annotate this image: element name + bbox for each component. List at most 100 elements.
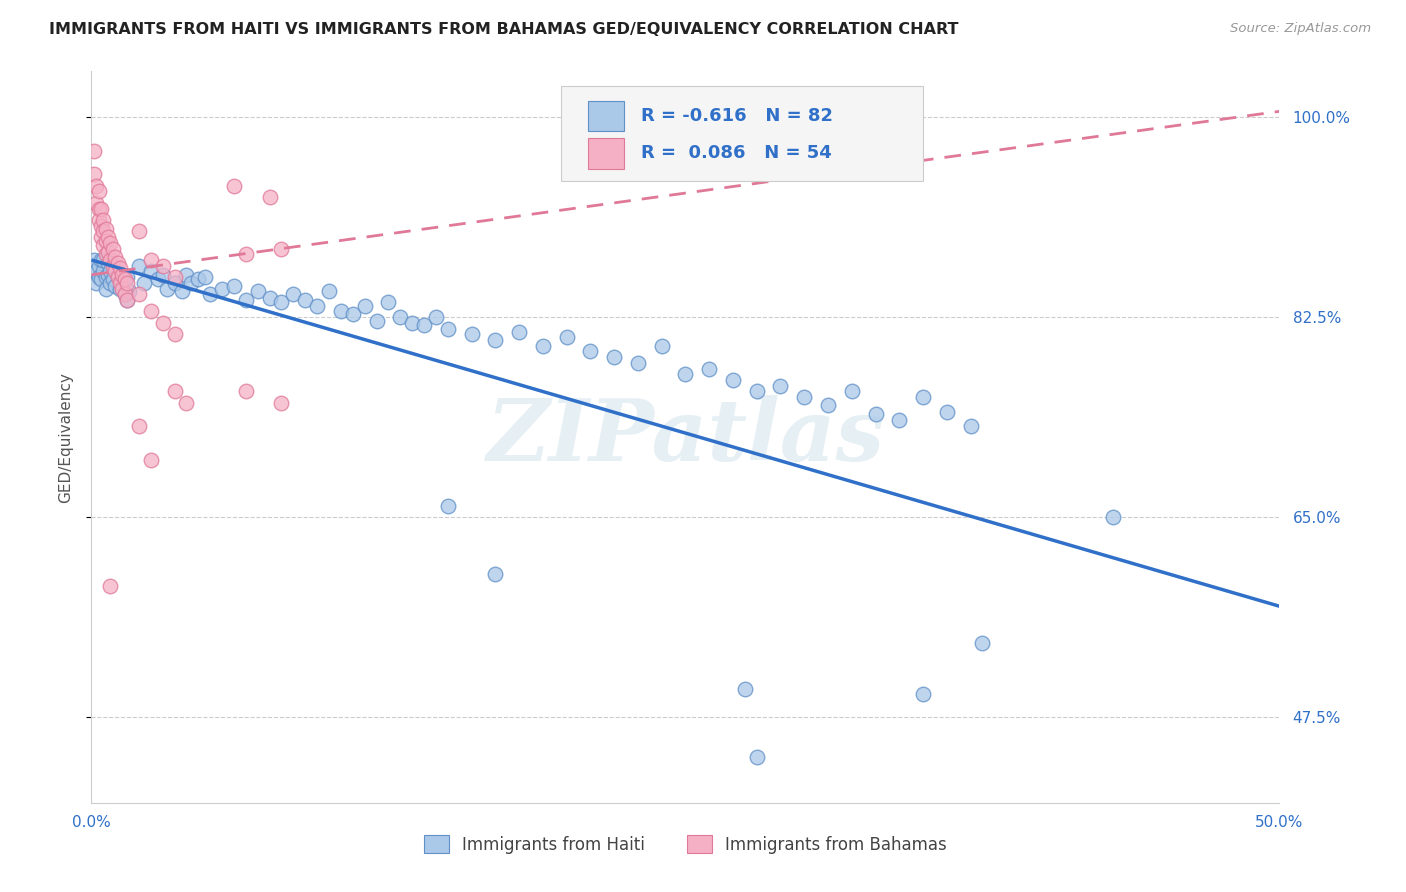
Point [769, 378, 792, 392]
Point [91, 224, 114, 238]
Point [627, 356, 650, 370]
Point [734, 681, 756, 696]
Point [270, 295, 292, 310]
Point [259, 291, 281, 305]
Point [94, 234, 117, 248]
Point [100, 579, 122, 593]
Point [673, 368, 696, 382]
Point [170, 284, 193, 298]
Point [235, 293, 257, 307]
Point [377, 295, 399, 310]
Point [108, 276, 131, 290]
Point [114, 272, 136, 286]
Point [107, 256, 129, 270]
Point [128, 287, 150, 301]
Point [259, 190, 281, 204]
Point [508, 325, 530, 339]
Bar [588, 101, 624, 131]
Text: ZIPatlas: ZIPatlas [486, 395, 884, 479]
Point [128, 418, 150, 433]
Point [139, 304, 162, 318]
Point [270, 396, 292, 410]
Point [425, 310, 447, 324]
Point [100, 252, 122, 267]
Point [436, 499, 458, 513]
Point [87, 259, 110, 273]
Point [270, 242, 292, 256]
Text: Source: ZipAtlas.com: Source: ZipAtlas.com [1230, 22, 1371, 36]
Point [329, 304, 352, 318]
Point [118, 284, 141, 298]
Point [139, 453, 162, 467]
Point [90, 272, 112, 286]
Point [101, 272, 124, 286]
Point [318, 284, 340, 298]
Point [94, 270, 117, 285]
Point [100, 264, 122, 278]
Point [353, 299, 375, 313]
Legend: Immigrants from Haiti, Immigrants from Bahamas: Immigrants from Haiti, Immigrants from B… [418, 829, 953, 860]
Point [413, 318, 436, 332]
Point [94, 222, 117, 236]
Point [283, 287, 305, 301]
Point [104, 259, 127, 273]
Point [91, 213, 114, 227]
Point [128, 224, 150, 238]
Point [555, 329, 578, 343]
Point [100, 276, 122, 290]
Point [745, 750, 768, 764]
Point [94, 247, 117, 261]
Point [132, 276, 155, 290]
Point [651, 338, 673, 352]
Point [128, 259, 150, 273]
Point [200, 287, 222, 301]
Point [176, 396, 198, 410]
Point [111, 281, 134, 295]
Point [222, 279, 245, 293]
Point [460, 327, 482, 342]
Point [91, 238, 114, 252]
Point [246, 284, 269, 298]
Point [935, 405, 957, 419]
Point [959, 418, 981, 433]
Point [97, 230, 120, 244]
Point [107, 270, 129, 285]
Point [83, 145, 105, 159]
Point [146, 272, 169, 286]
Point [139, 252, 162, 267]
Point [87, 185, 110, 199]
Point [163, 276, 186, 290]
Point [294, 293, 316, 307]
Point [115, 293, 138, 307]
Point [389, 310, 412, 324]
Point [101, 259, 124, 273]
Point [156, 281, 179, 295]
Point [187, 272, 209, 286]
Point [107, 268, 129, 282]
Point [911, 687, 934, 701]
Point [180, 276, 202, 290]
Point [90, 219, 112, 233]
Point [97, 268, 120, 282]
Point [90, 230, 112, 244]
Point [114, 287, 136, 301]
Point [84, 276, 107, 290]
Point [841, 384, 863, 399]
Point [104, 264, 127, 278]
Point [194, 270, 217, 285]
Point [793, 390, 815, 404]
Text: IMMIGRANTS FROM HAITI VS IMMIGRANTS FROM BAHAMAS GED/EQUIVALENCY CORRELATION CHA: IMMIGRANTS FROM HAITI VS IMMIGRANTS FROM… [49, 22, 959, 37]
Point [366, 313, 388, 327]
Point [94, 281, 117, 295]
Point [163, 327, 186, 342]
Point [87, 202, 110, 216]
Point [108, 260, 131, 275]
Point [222, 178, 245, 193]
Point [87, 213, 110, 227]
Point [115, 276, 138, 290]
Point [484, 567, 506, 582]
Point [87, 270, 110, 285]
Point [817, 398, 839, 412]
Point [911, 390, 934, 404]
Point [97, 256, 120, 270]
